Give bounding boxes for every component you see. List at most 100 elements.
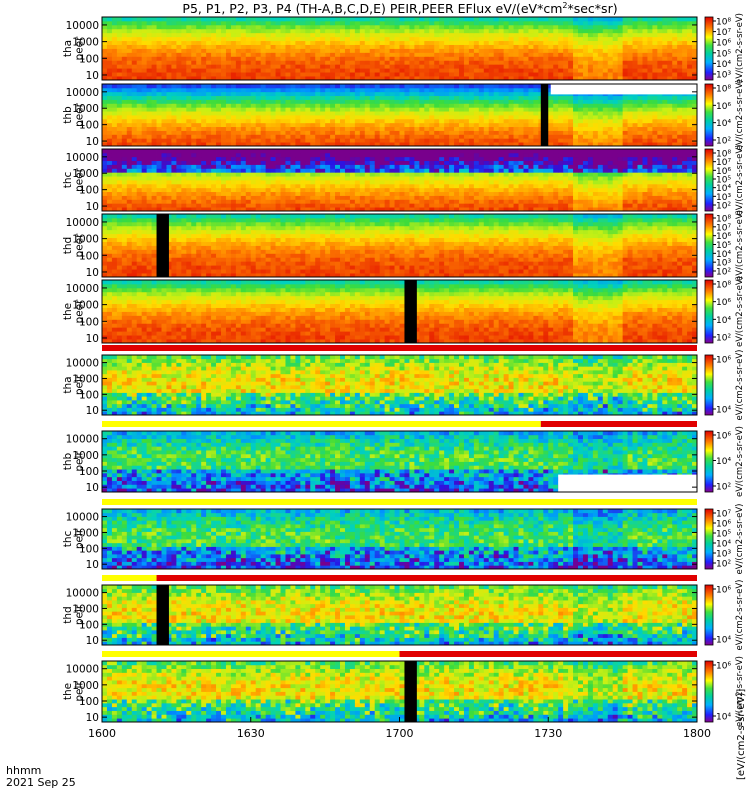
colorbar: 10⁸ 10⁶ 10⁴ 10² eV/(cm2-s-sr-eV) bbox=[704, 80, 745, 151]
heatmap bbox=[102, 661, 698, 723]
panel-frame bbox=[101, 584, 698, 646]
y-tick-label: 10 bbox=[86, 333, 99, 345]
colorbar-tick-label: 10⁴ bbox=[716, 250, 731, 260]
heatmap bbox=[102, 280, 698, 344]
x-tick-label: 1800 bbox=[683, 727, 711, 740]
time-axis-corner-label: hhmm bbox=[6, 764, 41, 777]
y-tick-label: 1000 bbox=[72, 300, 99, 312]
colorbar-tick-label: 10⁴ bbox=[716, 60, 731, 70]
y-tick-label: 10000 bbox=[66, 434, 99, 446]
colorbar-tick-label: 10³ bbox=[716, 550, 731, 560]
panel-frame bbox=[101, 508, 698, 570]
colorbar-unit-label: eV/(cm2-s-sr-eV) bbox=[735, 276, 745, 347]
y-axis: 10 100 1000 10000 bbox=[66, 434, 697, 494]
colorbar-tick-label: 10³ bbox=[716, 259, 731, 269]
y-tick-label: 1000 bbox=[72, 37, 99, 49]
mode-bar bbox=[102, 345, 697, 353]
colorbar-tick-label: 10² bbox=[716, 202, 731, 212]
colorbar-tick-label: 10² bbox=[716, 137, 731, 147]
colorbar-tick-label: 10⁴ bbox=[716, 636, 731, 646]
panel-tha-peir: 10 100 1000 10000 thapeir 10⁶ 10⁴ eV/(cm2-s-sr-… bbox=[62, 345, 745, 420]
heatmap bbox=[102, 509, 698, 570]
y-axis: 10 100 1000 10000 bbox=[66, 358, 697, 417]
colorbar-tick-label: 10⁶ bbox=[716, 167, 731, 177]
colorbar: 10⁶ 10⁴ 10² eV/(cm2-s-sr-eV) bbox=[704, 426, 745, 497]
colorbar-tick-label: 10⁴ bbox=[716, 406, 731, 416]
x-tick-label: 1730 bbox=[534, 727, 562, 740]
colorbar-tick-label: 10⁴ bbox=[716, 540, 731, 550]
heatmap bbox=[102, 214, 698, 278]
data-gap bbox=[558, 474, 697, 492]
y-axis: 10 100 1000 10000 bbox=[66, 664, 697, 724]
colorbar-tick-label: 10⁸ bbox=[716, 85, 731, 95]
data-gap bbox=[404, 661, 417, 722]
mode-bar-fast bbox=[399, 651, 697, 659]
colorbar-tick-label: 10⁶ bbox=[716, 586, 731, 596]
mode-bar-fast bbox=[540, 421, 697, 429]
panel-label: thapeer bbox=[62, 36, 86, 61]
y-axis: 10 100 1000 10000 bbox=[66, 283, 697, 345]
y-axis: 10 100 1000 10000 bbox=[66, 588, 697, 647]
figure-title: P5, P1, P2, P3, P4 (TH-A,B,C,D,E) PEIR,P… bbox=[182, 1, 617, 16]
panel-thb-peir: 10 100 1000 10000 thbpeir 10⁶ 10⁴ 10² eV/(cm2-s-… bbox=[62, 421, 745, 497]
y-tick-label: 10000 bbox=[66, 664, 99, 676]
y-tick-label: 10 bbox=[86, 201, 99, 213]
x-tick-label: 1600 bbox=[88, 727, 116, 740]
panel-label: thdpeer bbox=[62, 233, 86, 258]
panel-frame bbox=[101, 354, 698, 416]
y-tick-label: 100 bbox=[79, 316, 99, 328]
y-tick-label: 100 bbox=[79, 389, 99, 401]
colorbar-unit-label: eV/(cm2-s-sr-eV) bbox=[735, 145, 745, 216]
colorbar: 10⁶ 10⁴ eV/(cm2-s-sr-eV) bbox=[704, 350, 745, 420]
colorbar-tick-label: 10⁵ bbox=[716, 49, 731, 59]
y-tick-label: 1000 bbox=[72, 680, 99, 692]
mode-bar-fast bbox=[156, 575, 697, 583]
y-tick-label: 10 bbox=[86, 482, 99, 494]
y-axis: 10 100 1000 10000 bbox=[66, 512, 697, 571]
colorbar-tick-label: 10³ bbox=[716, 193, 731, 203]
y-axis: 10 100 1000 10000 bbox=[66, 152, 697, 213]
panel-frame bbox=[101, 430, 698, 493]
panel-label: thapeir bbox=[62, 374, 86, 395]
panel-label: thepeer bbox=[62, 299, 86, 324]
time-axis: 1600 1630 1700 1730 1800 bbox=[88, 717, 711, 740]
colorbar-tick-label: 10⁶ bbox=[716, 39, 731, 49]
colorbar-unit-label: eV/(cm2-s-sr-eV) bbox=[735, 426, 745, 497]
colorbar-tick-label: 10⁷ bbox=[716, 510, 731, 520]
y-tick-label: 10000 bbox=[66, 283, 99, 295]
colorbar-tick-label: 10⁴ bbox=[716, 184, 731, 194]
y-tick-label: 100 bbox=[79, 53, 99, 65]
time-axis-date-label: 2021 Sep 25 bbox=[6, 776, 76, 789]
y-tick-label: 10 bbox=[86, 559, 99, 571]
y-tick-label: 10000 bbox=[66, 217, 99, 229]
y-tick-label: 1000 bbox=[72, 450, 99, 462]
colorbar-tick-label: 10⁸ bbox=[716, 215, 731, 225]
panel-the-peer: 10 100 1000 10000 thepeer 10⁸ 10⁶ 10⁴ 10² eV/(cm2… bbox=[62, 276, 745, 347]
colorbar-tick-label: 10³ bbox=[716, 71, 731, 81]
colorbar-tick-label: 10⁶ bbox=[716, 298, 731, 308]
y-tick-label: 100 bbox=[79, 543, 99, 555]
panel-label: thepeir bbox=[62, 681, 86, 702]
data-gap bbox=[540, 84, 549, 146]
colorbar-unit-label: eV/(cm2-s-sr-eV) bbox=[735, 80, 745, 151]
colorbar-tick-label: 10⁵ bbox=[716, 176, 731, 186]
colorbar-tick-label: 10² bbox=[716, 268, 731, 278]
panel-label: thbpeir bbox=[62, 451, 86, 472]
y-tick-label: 100 bbox=[79, 696, 99, 708]
y-axis: 10 100 1000 10000 bbox=[66, 20, 697, 82]
mode-bar-slow bbox=[102, 651, 400, 659]
panel-frame bbox=[101, 148, 698, 212]
mode-bar-fast bbox=[102, 345, 697, 353]
y-tick-label: 10 bbox=[86, 712, 99, 724]
y-tick-label: 10 bbox=[86, 405, 99, 417]
panel-the-peir: 10 100 1000 10000 thepeir 10⁶ 10⁴ eV/(cm2-s-sr-… bbox=[62, 651, 745, 727]
data-gap bbox=[156, 214, 169, 277]
colorbar-unit-label: eV/(cm2-s-sr-eV) bbox=[735, 580, 745, 651]
colorbar: 10⁸ 10⁶ 10⁴ 10² eV/(cm2-s-sr-eV) bbox=[704, 276, 745, 347]
colorbar-unit-label: eV/(cm2-s-sr-eV) bbox=[735, 504, 745, 575]
y-tick-label: 10 bbox=[86, 70, 99, 82]
